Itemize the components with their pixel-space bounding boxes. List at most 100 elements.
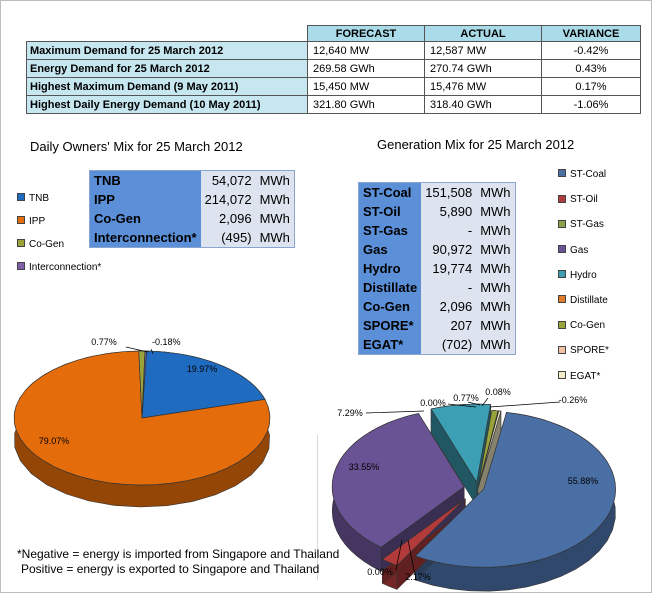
leader-line [467,401,481,406]
slice-tnb [141,350,266,419]
slice-hydro [430,403,492,484]
forecast-value: 15,450 MW [307,77,425,96]
mix-value: 207 [421,316,477,335]
legend-swatch [17,193,25,202]
table-row: Distillate - MWh [358,278,516,297]
legend-item-hydro: Hydro [558,270,597,281]
leader-line [407,539,416,576]
legend-label: SPORE* [570,345,609,357]
header-actual: ACTUAL [424,25,542,42]
legend-label: ST-Gas [570,219,604,231]
data-label-st-gas: 0.00% [367,567,393,577]
leader-line [481,397,489,407]
leader-line [365,410,425,414]
mix-unit: MWh [476,316,516,335]
legend-label: Distillate [570,295,608,306]
legend-swatch [558,244,566,253]
table-row: Highest Maximum Demand (9 May 2011) 15,4… [26,77,641,96]
owners-mix-table: TNB 54,072 MWh IPP 214,072 MWh Co-Gen 2,096 MWh I… [89,170,295,248]
forecast-value: 321.80 GWh [307,95,425,114]
mix-value: - [421,221,477,240]
mix-unit: MWh [255,228,295,248]
legend-label: Hydro [570,269,597,281]
legend-label: IPP [29,216,46,227]
slice-st-coal [414,412,616,568]
note-line-1: *Negative = energy is imported from Sing… [17,547,340,561]
header-variance: VARIANCE [541,25,641,42]
mix-unit: MWh [476,335,516,355]
mix-value: 214,072 [200,190,256,209]
legend-swatch [558,270,566,279]
legend-item-tnb: TNB [17,193,49,204]
legend-item-interconnection: Interconnection* [17,262,101,273]
legend-item-spore: SPORE* [558,345,609,356]
legend-swatch [558,295,566,304]
mix-unit: MWh [476,259,516,278]
data-label-distillate: 0.00% [420,398,446,408]
variance-value: -1.06% [541,95,641,114]
data-label-ipp: 79.07% [39,436,70,446]
variance-value: 0.17% [541,77,641,96]
legend-item-ipp: IPP [17,216,45,227]
generation-mix-table: ST-Coal 151,508 MWh ST-Oil 5,890 MWh ST-Gas - MW… [358,182,516,355]
legend-item-gas: Gas [558,245,588,256]
table-row: Maximum Demand for 25 March 2012 12,640 … [26,41,641,60]
mix-value: (495) [200,228,256,248]
row-label: Maximum Demand for 25 March 2012 [26,41,308,60]
note-line-2: Positive = energy is exported to Singapo… [21,562,320,576]
mix-name: IPP [89,190,201,209]
table-row: Interconnection* (495) MWh [89,228,295,248]
table-row: Highest Daily Energy Demand (10 May 2011… [26,95,641,114]
legend-swatch [558,370,566,379]
actual-value: 15,476 MW [424,77,542,96]
mix-unit: MWh [255,190,295,209]
slice-egat [477,410,502,489]
legend-item-distillate: Distillate [558,295,608,306]
mix-unit: MWh [476,182,516,202]
table-row: Hydro 19,774 MWh [358,259,516,278]
legend-item-co-gen: Co-Gen [558,320,605,331]
legend-item-st-gas: ST-Gas [558,219,604,230]
variance-value: -0.42% [541,41,641,60]
leader-line [150,348,154,355]
legend-item-st-coal: ST-Coal [558,169,606,180]
legend-swatch [558,169,566,178]
table-row: Co-Gen 2,096 MWh [358,297,516,316]
legend-swatch [558,345,566,354]
mix-value: 151,508 [421,182,477,202]
slice-interconnection [141,350,147,419]
table-row: SPORE* 207 MWh [358,316,516,335]
forecast-value: 12,640 MW [307,41,425,60]
mix-name: Interconnection* [89,228,201,248]
table-header-row: FORECAST ACTUAL VARIANCE [26,25,641,42]
mix-value: - [421,278,477,297]
leader-line [125,346,149,353]
table-row: ST-Coal 151,508 MWh [358,182,516,202]
pie-group: 19.97% 79.07% 0.77% -0.18% [13,337,271,508]
data-label-hydro: 7.29% [337,408,363,418]
row-label: Energy Demand for 25 March 2012 [26,59,308,78]
table-row: EGAT* (702) MWh [358,335,516,355]
data-label-st-coal: 55.88% [568,476,599,486]
legend-label: Interconnection* [29,262,102,273]
legend-swatch [17,262,25,271]
mix-name: Hydro [358,259,422,278]
legend-label: EGAT* [570,370,601,382]
data-label-spore: 0.08% [485,387,511,397]
legend-label: Gas [570,244,589,256]
mix-value: 2,096 [200,209,256,228]
leader-line [395,539,403,571]
mix-name: Gas [358,240,422,259]
mix-name: EGAT* [358,335,422,355]
legend-swatch [17,239,25,248]
legend-item-co-gen: Co-Gen [17,239,64,250]
actual-value: 12,587 MW [424,41,542,60]
divider [317,435,318,580]
mix-name: SPORE* [358,316,422,335]
mix-unit: MWh [476,240,516,259]
mix-name: Co-Gen [358,297,422,316]
mix-unit: MWh [255,209,295,228]
demand-summary-table: FORECAST ACTUAL VARIANCE Maximum Demand … [26,25,641,114]
slice-gas [331,413,465,548]
